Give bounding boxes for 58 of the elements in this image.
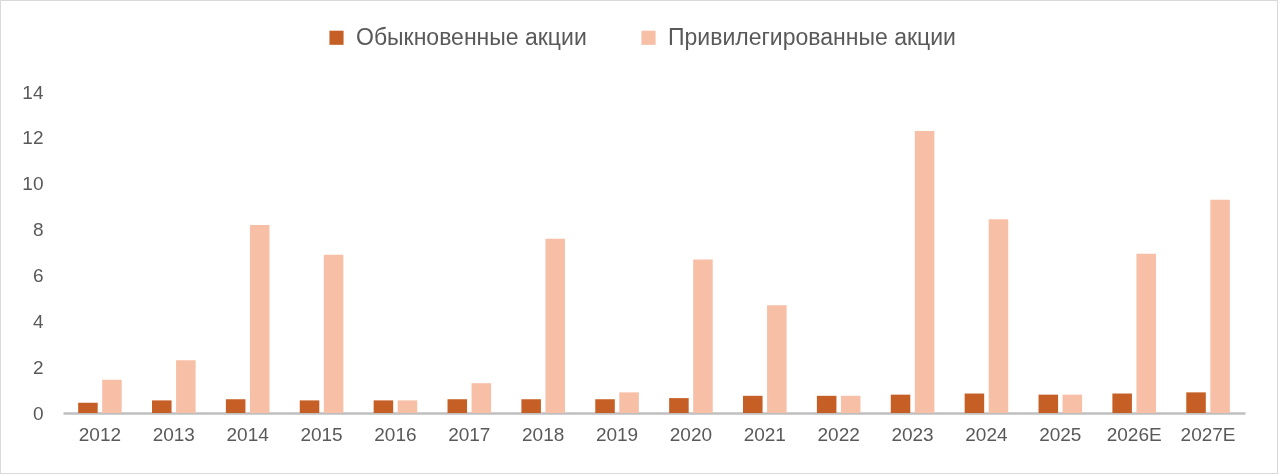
bar [447, 399, 468, 413]
x-tick-label: 2027E [1180, 423, 1236, 445]
bar [914, 130, 935, 413]
bar [176, 360, 196, 413]
x-tick-label: 2025 [1039, 423, 1082, 445]
bar [1186, 392, 1206, 413]
bar [1112, 393, 1132, 413]
y-tick-label: 12 [22, 127, 44, 149]
bar [767, 305, 787, 413]
x-tick-label: 2023 [891, 423, 934, 445]
bar [102, 379, 122, 413]
y-tick-label: 2 [32, 356, 44, 378]
y-tick-label: 6 [32, 264, 44, 286]
x-tick-label: 2024 [965, 423, 1008, 445]
y-tick-label: 10 [22, 173, 44, 195]
x-tick-label: 2026E [1106, 423, 1162, 445]
bar [890, 394, 911, 413]
bar [1062, 394, 1083, 413]
y-tick-label: 8 [32, 219, 44, 241]
bar [1210, 199, 1230, 413]
x-tick-label: 2014 [226, 423, 270, 445]
x-tick-label: 2017 [448, 423, 491, 445]
bar [1038, 394, 1059, 413]
bar [323, 254, 344, 413]
bar [249, 224, 270, 413]
x-tick-label: 2016 [374, 423, 417, 445]
x-tick-label: 2015 [300, 423, 343, 445]
bar [225, 399, 246, 413]
bar [743, 395, 763, 413]
bar [471, 383, 492, 413]
bar [669, 398, 689, 413]
bar [964, 393, 985, 413]
y-tick-label: 14 [22, 81, 44, 103]
bar [1136, 253, 1156, 413]
bar [693, 259, 713, 413]
x-tick-label: 2022 [817, 423, 860, 445]
x-tick-label: 2021 [743, 423, 786, 445]
bar [595, 399, 615, 413]
bar [299, 400, 320, 413]
x-tick-label: 2020 [669, 423, 713, 445]
bar [373, 400, 394, 413]
y-tick-label: 0 [32, 402, 44, 424]
bar [397, 400, 418, 413]
bar [152, 400, 172, 413]
x-tick-label: 2012 [78, 423, 122, 445]
bar [78, 402, 98, 413]
legend-label: Обыкновенные акции [356, 23, 587, 50]
x-tick-label: 2013 [152, 423, 195, 445]
x-tick-label: 2019 [595, 423, 639, 445]
legend-label: Привилегированные акции [668, 23, 956, 50]
bar [816, 395, 837, 413]
y-tick-label: 4 [32, 310, 44, 332]
bar [619, 392, 639, 413]
bar [521, 399, 541, 413]
bar [840, 395, 861, 413]
bar [545, 238, 565, 413]
x-tick-label: 2018 [522, 423, 565, 445]
bar [988, 219, 1009, 413]
